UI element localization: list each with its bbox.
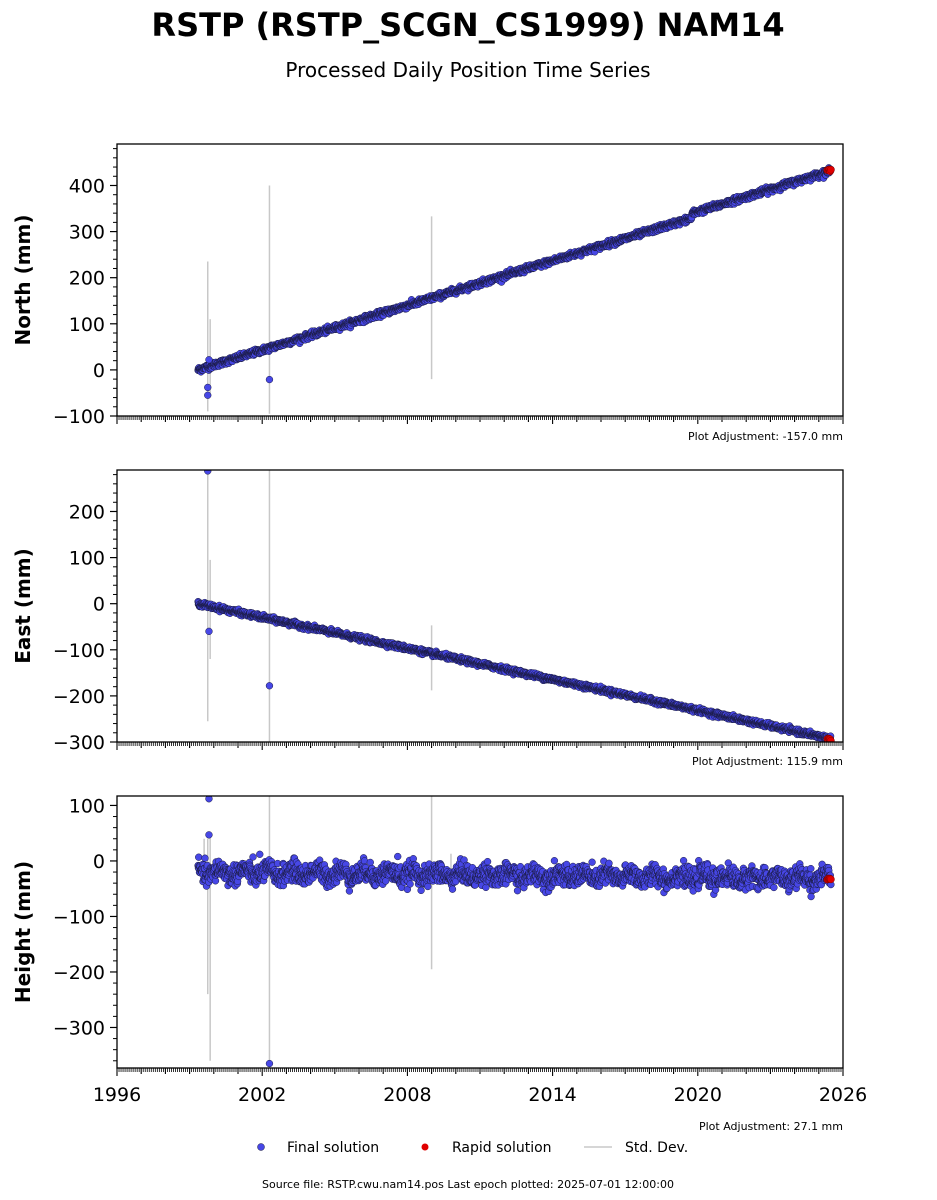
final-outlier-point bbox=[204, 383, 212, 392]
final-outlier-point bbox=[205, 356, 213, 364]
y-tick-label: 0 bbox=[93, 594, 105, 616]
y-tick-label: −100 bbox=[53, 640, 105, 662]
plot-area bbox=[194, 164, 835, 414]
y-tick-label: −100 bbox=[53, 406, 105, 428]
final-outlier-point bbox=[204, 391, 212, 399]
final-outlier-point bbox=[205, 627, 213, 636]
y-tick-label: 200 bbox=[69, 501, 105, 523]
chart-title: RSTP (RSTP_SCGN_CS1999) NAM14 bbox=[151, 6, 784, 44]
final-outlier-point bbox=[265, 682, 274, 690]
plot-area bbox=[194, 470, 835, 742]
y-tick-label: 300 bbox=[69, 222, 105, 244]
y-tick-label: 400 bbox=[69, 175, 105, 197]
rapid-point bbox=[827, 165, 835, 174]
y-tick-label: −300 bbox=[53, 732, 105, 754]
y-tick-label: 100 bbox=[69, 314, 105, 336]
y-tick-label: 200 bbox=[69, 268, 105, 290]
y-axis-label: North (mm) bbox=[11, 214, 35, 345]
final-outlier-point bbox=[265, 375, 274, 384]
y-tick-label: 0 bbox=[93, 360, 105, 382]
final-outlier-point bbox=[204, 470, 212, 475]
chart-subtitle: Processed Daily Position Time Series bbox=[285, 58, 650, 82]
y-tick-label: 100 bbox=[69, 548, 105, 570]
north-panel: −100 0 100 200 300 400 North (mm) bbox=[11, 143, 844, 428]
y-tick-label: −200 bbox=[53, 686, 105, 708]
